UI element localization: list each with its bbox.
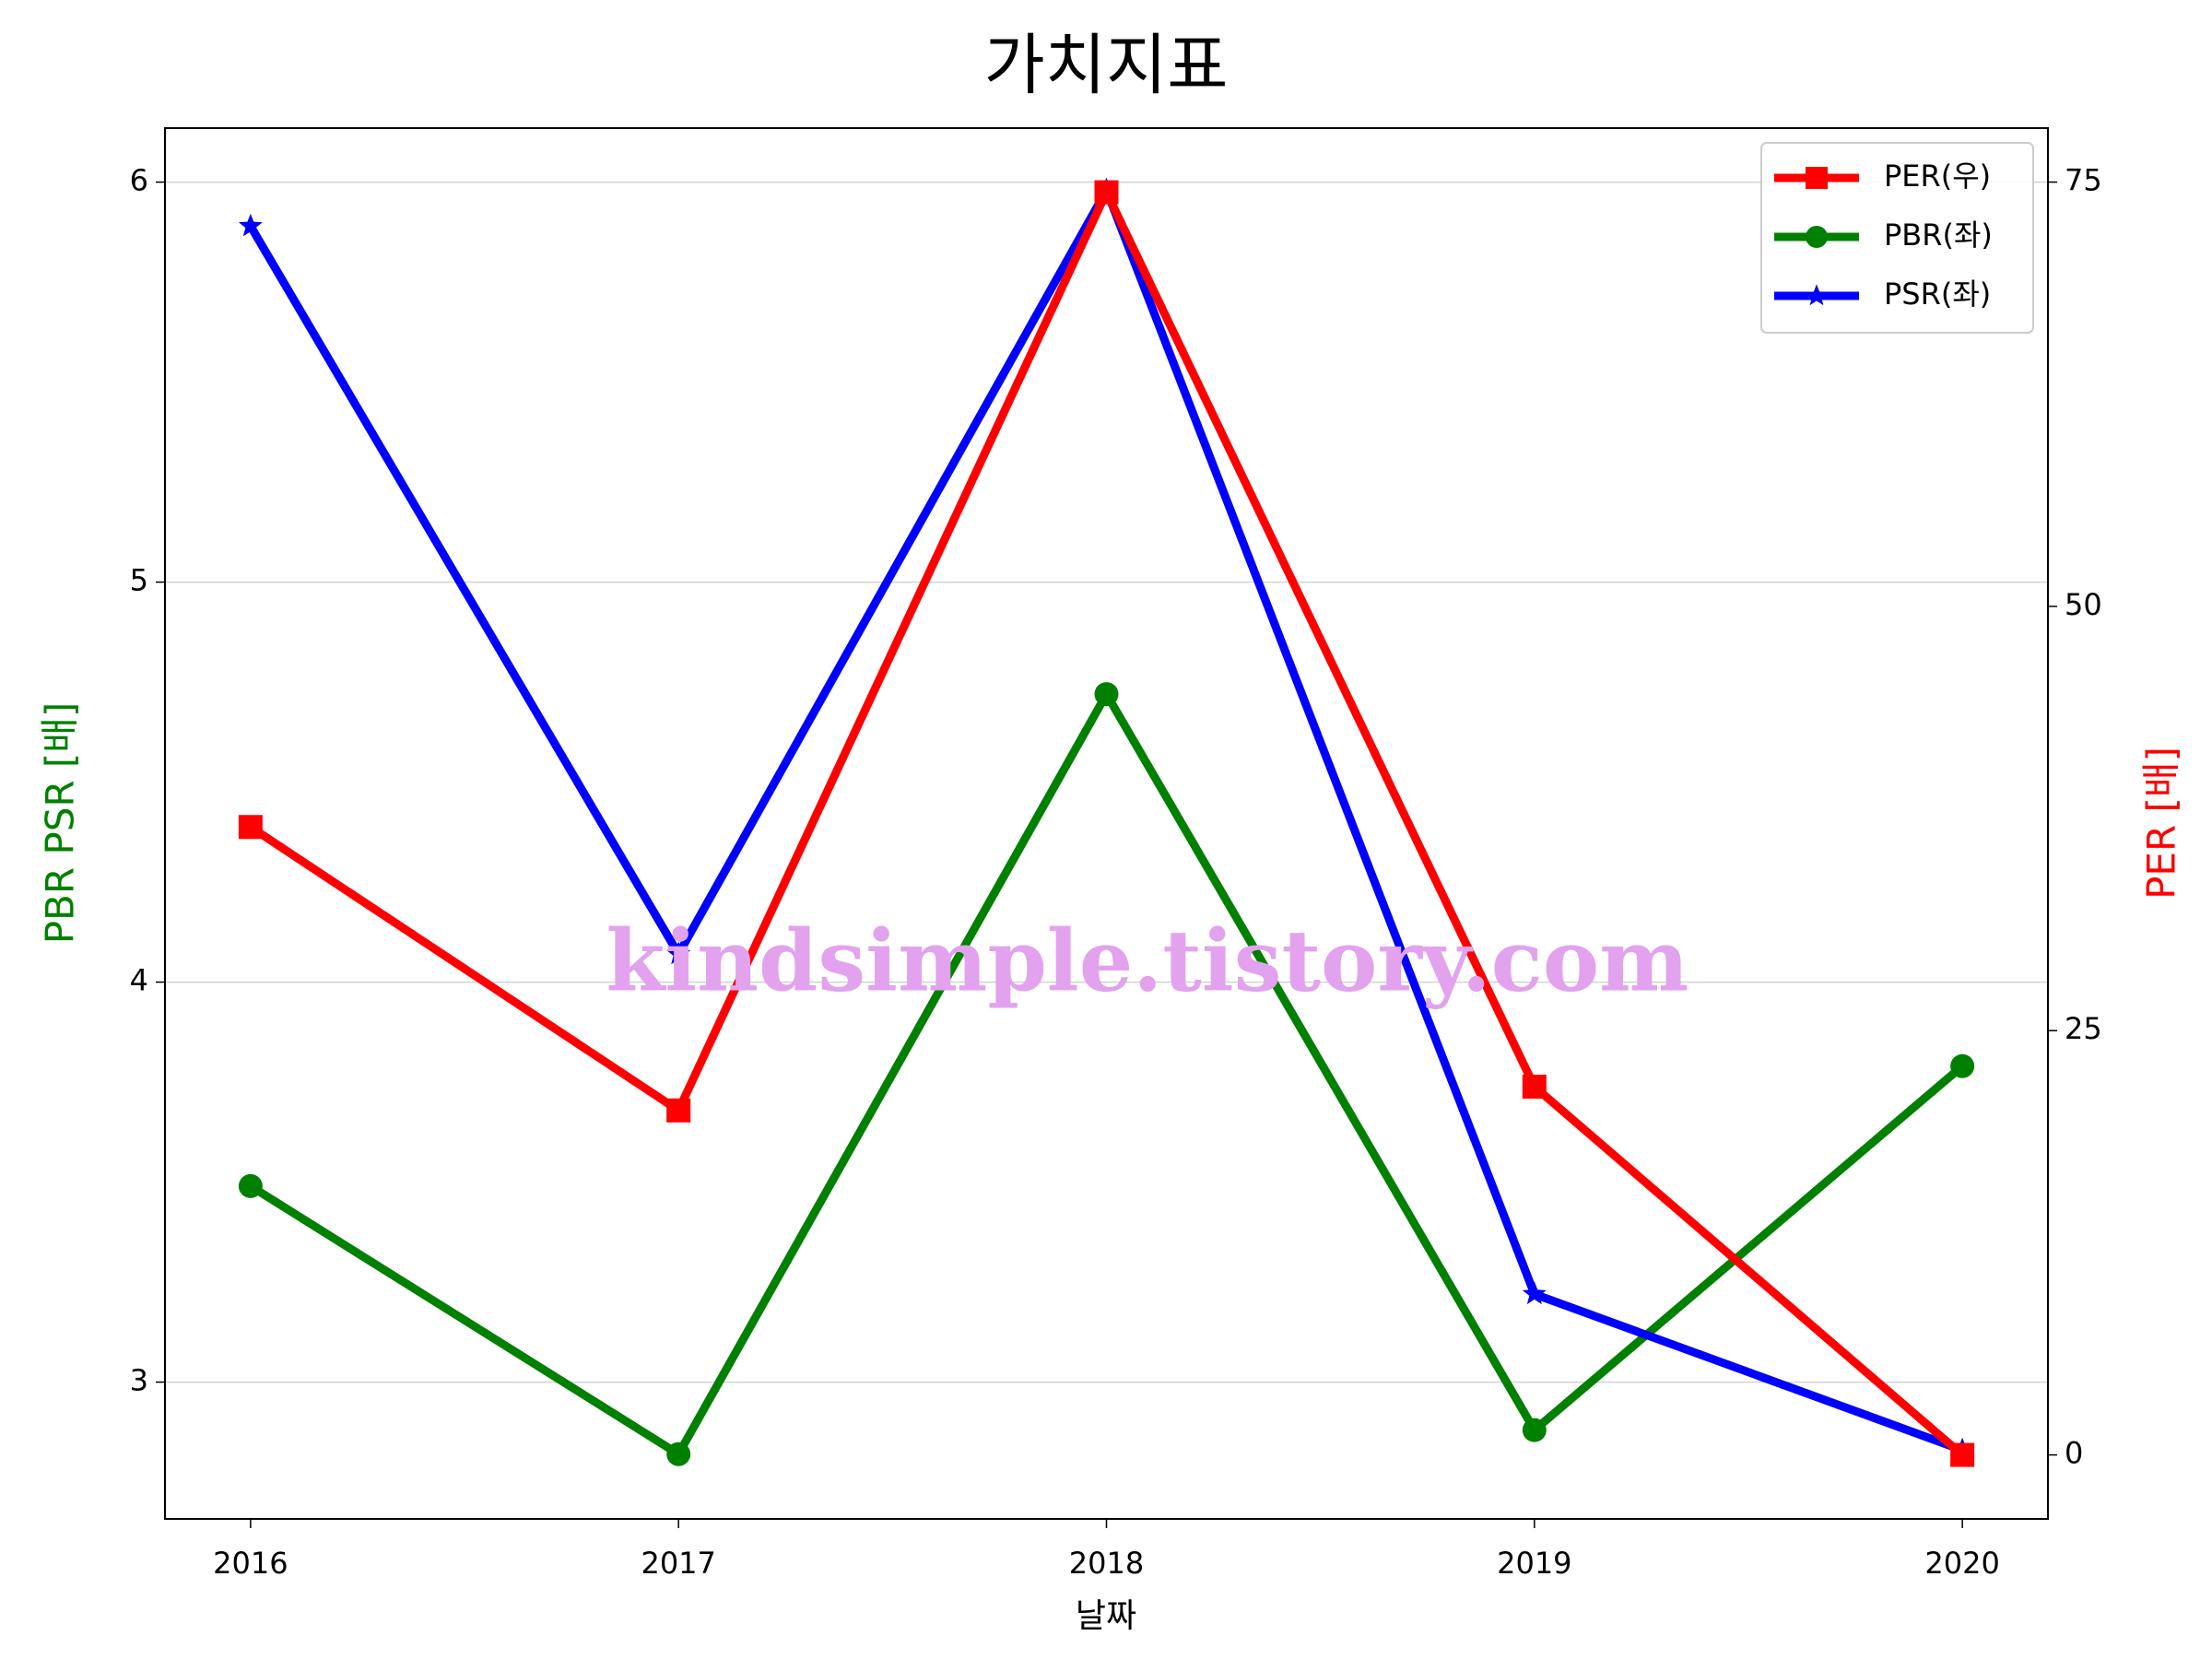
y-tick-label: 3: [130, 1363, 148, 1398]
marker: [1950, 1442, 1975, 1467]
y2-tick-label: 50: [2065, 587, 2102, 622]
y2-tick-label: 75: [2065, 163, 2102, 198]
series: [238, 180, 1975, 1467]
watermark: kindsimple.tistory.com: [606, 912, 1688, 1011]
y2-tick-label: 25: [2065, 1011, 2102, 1046]
marker: [238, 1173, 263, 1198]
marker: [1522, 1075, 1547, 1100]
plot-frame: [164, 127, 2049, 1520]
marker: [1950, 1053, 1975, 1078]
legend-label: PER(우): [1884, 159, 1991, 194]
x-axis-label: 날짜: [1076, 1597, 1136, 1635]
legend-label: PSR(좌): [1884, 276, 1991, 312]
marker: [238, 815, 263, 840]
marker: [666, 941, 691, 965]
chart-title: 가치지표: [984, 27, 1229, 104]
x-tick-label: 2019: [1497, 1546, 1571, 1581]
legend-box: [1760, 142, 2034, 334]
marker: [1094, 180, 1119, 205]
marker: [1806, 167, 1828, 189]
x-tick-label: 2020: [1924, 1546, 1999, 1581]
marker: [238, 213, 263, 237]
legend-label: PBR(좌): [1884, 218, 1993, 253]
marker: [1094, 682, 1119, 707]
y2-tick-label: 0: [2065, 1436, 2083, 1471]
marker: [666, 1441, 691, 1466]
x-tick-label: 2016: [213, 1546, 288, 1581]
y-tick-label: 5: [130, 563, 148, 598]
x-tick-label: 2018: [1069, 1546, 1144, 1581]
y2-axis-label: PER [배]: [2139, 747, 2184, 900]
marker: [1806, 226, 1828, 248]
marker: [1522, 1281, 1547, 1305]
series: [238, 682, 1975, 1466]
y-axis-label: PBR PSR [배]: [38, 702, 83, 945]
marker: [1806, 284, 1828, 306]
y-tick-label: 6: [130, 163, 148, 198]
marker: [666, 1098, 691, 1123]
marker: [1522, 1418, 1547, 1442]
y-tick-label: 4: [130, 963, 148, 998]
x-tick-label: 2017: [641, 1546, 715, 1581]
